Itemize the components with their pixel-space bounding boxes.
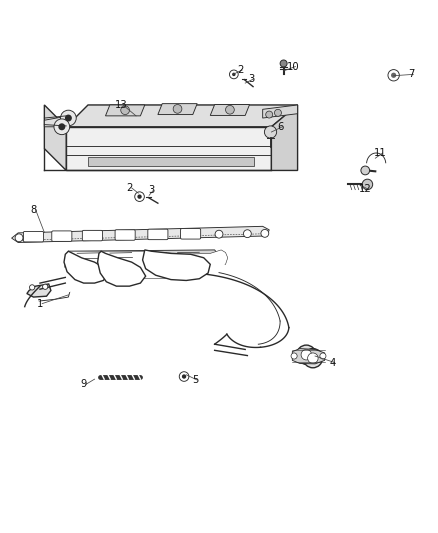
Text: 6: 6 bbox=[277, 122, 283, 132]
Circle shape bbox=[230, 70, 238, 79]
Polygon shape bbox=[68, 250, 219, 257]
Polygon shape bbox=[28, 287, 71, 302]
Text: 3: 3 bbox=[148, 185, 155, 195]
Polygon shape bbox=[98, 251, 146, 286]
Text: 2: 2 bbox=[126, 183, 133, 193]
Circle shape bbox=[362, 179, 373, 190]
Circle shape bbox=[215, 230, 223, 238]
Circle shape bbox=[303, 349, 322, 368]
Polygon shape bbox=[44, 116, 68, 127]
Text: 2: 2 bbox=[237, 65, 243, 75]
Text: 1: 1 bbox=[37, 298, 43, 309]
Text: 10: 10 bbox=[287, 61, 300, 71]
Polygon shape bbox=[210, 104, 250, 116]
Circle shape bbox=[182, 374, 186, 379]
FancyBboxPatch shape bbox=[115, 230, 135, 240]
Circle shape bbox=[58, 123, 65, 130]
Circle shape bbox=[54, 119, 70, 135]
Circle shape bbox=[261, 229, 269, 237]
Circle shape bbox=[60, 110, 76, 126]
Circle shape bbox=[244, 230, 251, 238]
Polygon shape bbox=[12, 227, 269, 243]
Polygon shape bbox=[106, 105, 145, 116]
Circle shape bbox=[265, 126, 277, 138]
Text: 12: 12 bbox=[359, 184, 371, 194]
Polygon shape bbox=[64, 250, 228, 279]
Polygon shape bbox=[66, 127, 272, 171]
Circle shape bbox=[173, 104, 182, 113]
Circle shape bbox=[301, 350, 311, 360]
Circle shape bbox=[275, 109, 282, 116]
Text: 7: 7 bbox=[408, 69, 414, 79]
Polygon shape bbox=[44, 105, 66, 171]
Circle shape bbox=[226, 106, 234, 114]
Circle shape bbox=[179, 372, 189, 381]
Polygon shape bbox=[64, 251, 108, 283]
Polygon shape bbox=[158, 103, 197, 115]
Polygon shape bbox=[263, 105, 297, 118]
Circle shape bbox=[232, 72, 236, 76]
Polygon shape bbox=[66, 105, 297, 127]
Polygon shape bbox=[88, 157, 254, 166]
FancyBboxPatch shape bbox=[52, 231, 72, 241]
Circle shape bbox=[388, 70, 399, 81]
Text: 3: 3 bbox=[249, 74, 255, 84]
Circle shape bbox=[297, 345, 316, 364]
Circle shape bbox=[320, 353, 326, 359]
Circle shape bbox=[280, 60, 287, 67]
Circle shape bbox=[307, 353, 318, 364]
Circle shape bbox=[42, 284, 48, 289]
Text: 9: 9 bbox=[81, 379, 87, 390]
FancyBboxPatch shape bbox=[82, 230, 102, 241]
Circle shape bbox=[391, 72, 396, 78]
Text: 4: 4 bbox=[329, 358, 336, 368]
FancyBboxPatch shape bbox=[180, 229, 201, 239]
Text: 8: 8 bbox=[30, 205, 36, 215]
FancyBboxPatch shape bbox=[23, 231, 43, 242]
Text: 11: 11 bbox=[374, 148, 387, 158]
Circle shape bbox=[121, 106, 130, 115]
Circle shape bbox=[361, 166, 370, 175]
Circle shape bbox=[138, 195, 142, 199]
Polygon shape bbox=[272, 105, 297, 171]
Circle shape bbox=[266, 111, 273, 118]
Polygon shape bbox=[27, 284, 51, 297]
Text: 5: 5 bbox=[192, 375, 198, 385]
Circle shape bbox=[15, 234, 23, 242]
Text: 13: 13 bbox=[114, 100, 127, 110]
Polygon shape bbox=[29, 279, 75, 293]
Polygon shape bbox=[292, 349, 325, 364]
Circle shape bbox=[65, 115, 72, 122]
Circle shape bbox=[135, 192, 145, 201]
Circle shape bbox=[291, 353, 297, 359]
FancyBboxPatch shape bbox=[148, 229, 168, 240]
Circle shape bbox=[29, 285, 35, 290]
Polygon shape bbox=[143, 250, 210, 280]
